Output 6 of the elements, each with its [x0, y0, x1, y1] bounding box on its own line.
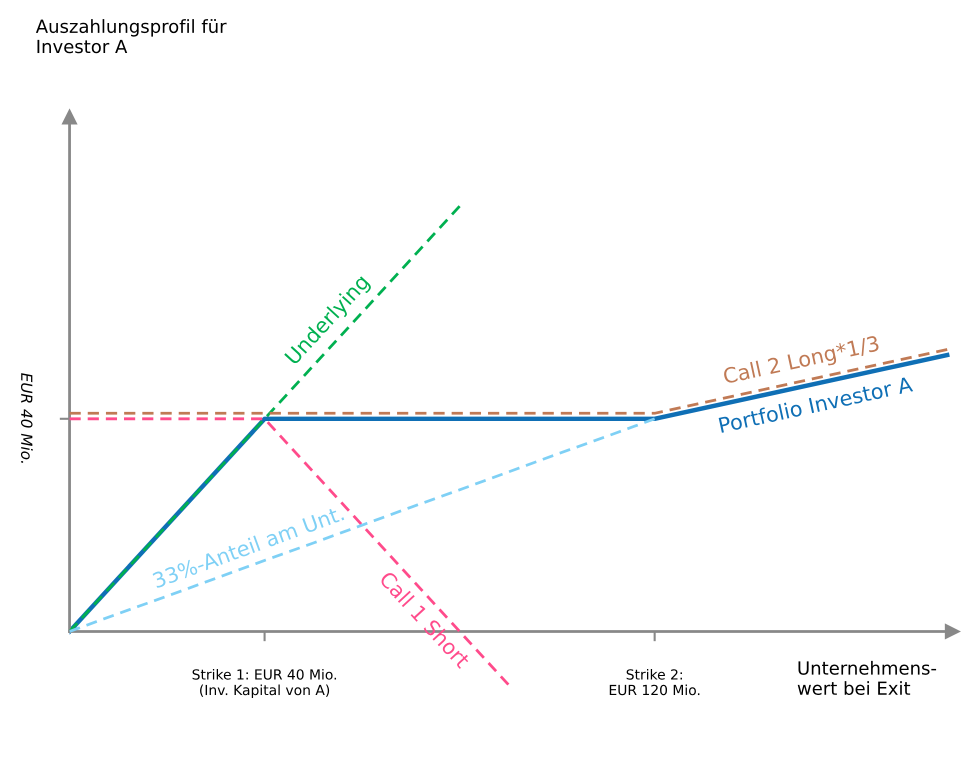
text: EUR 40 Mio. — [20, 373, 33, 463]
x-tick-label: Strike 2: EUR 120 Mio. — [610, 668, 700, 696]
x-axis-title: Unternehmens- wert bei Exit — [798, 660, 936, 696]
x-tick-label: Strike 1: EUR 40 Mio. (Inv. Kapital von A) — [192, 668, 336, 698]
text: Call 2 Long*1/3 — [722, 334, 880, 388]
chart-title: Auszahlungsprofil für Investor A — [36, 19, 227, 54]
